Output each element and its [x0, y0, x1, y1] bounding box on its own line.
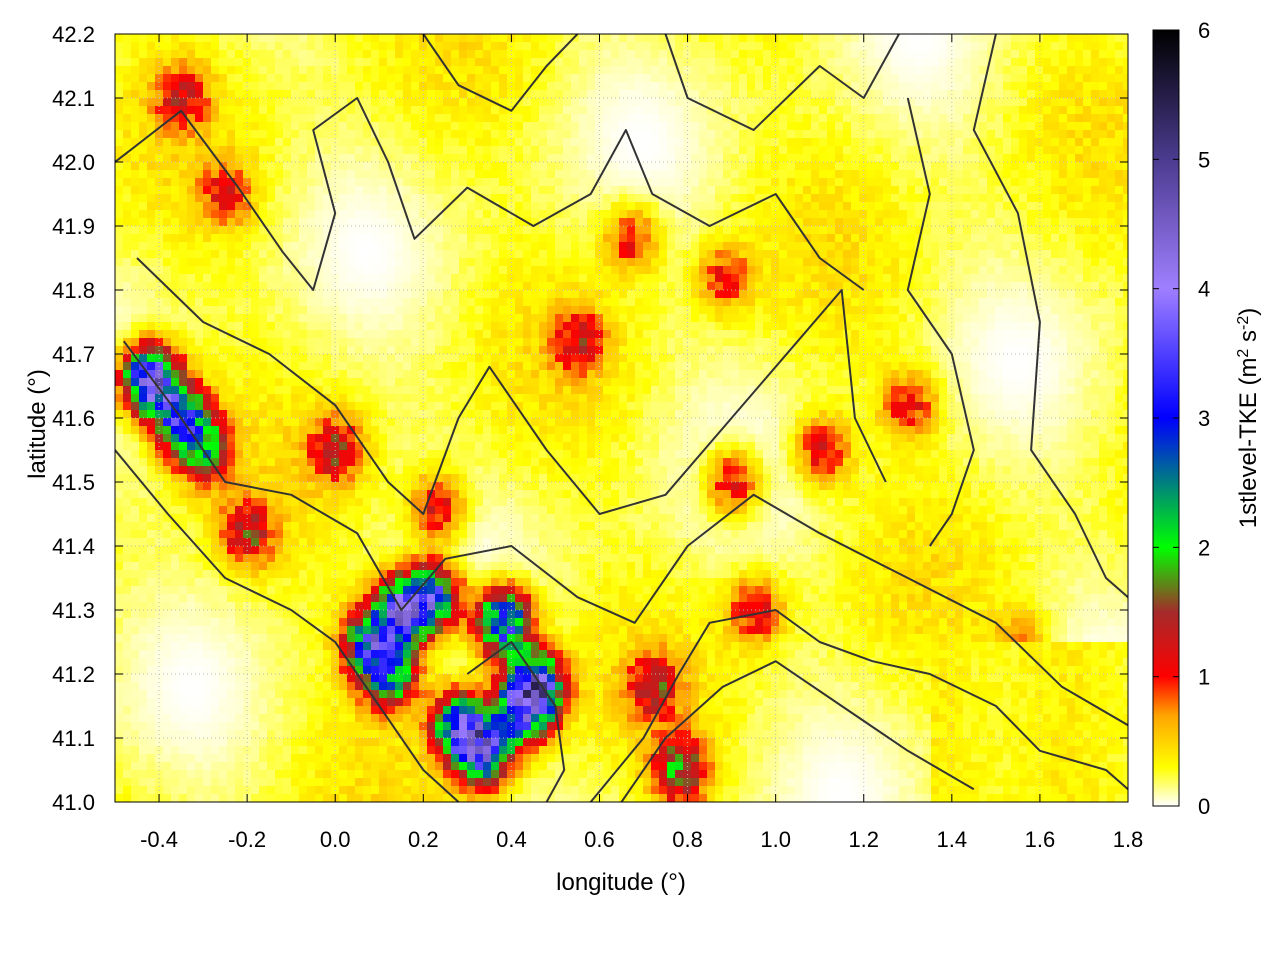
colorbar-title: 1stlevel-TKE (m2 s-2) [1235, 308, 1263, 529]
colorbar-title-sup2: -2 [1235, 316, 1252, 330]
x-tick-label: 0.0 [320, 827, 351, 852]
x-tick-label: 1.4 [937, 827, 968, 852]
x-tick-label: 1.8 [1113, 827, 1144, 852]
contour-line [664, 34, 900, 131]
y-tick-label: 41.9 [52, 214, 95, 239]
y-tick-label: 42.0 [52, 150, 95, 175]
x-tick-label: 0.6 [584, 827, 615, 852]
x-tick-label: 1.2 [848, 827, 879, 852]
colorbar-title-mid: s [1235, 330, 1262, 349]
colorbar-title-main: 1stlevel-TKE (m [1235, 358, 1262, 529]
contour-line [136, 257, 887, 515]
y-tick-label: 41.5 [52, 470, 95, 495]
plot-area [114, 33, 1129, 803]
contour-line [115, 97, 865, 291]
contour-line [972, 34, 1128, 598]
colorbar-tick-label: 4 [1198, 277, 1210, 302]
x-tick-label: 1.0 [760, 827, 791, 852]
colorbar-title-end: ) [1235, 308, 1262, 316]
y-axis-title: latitude (°) [24, 369, 51, 479]
y-tick-label: 42.2 [52, 22, 95, 47]
y-tick-label: 41.0 [52, 790, 95, 815]
y-tick-label: 41.6 [52, 406, 95, 431]
x-axis: -0.4 -0.2 0.0 0.2 0.4 0.6 0.8 1.0 1.2 1.4 1.6 1.8 [140, 34, 1143, 852]
colorbar-ticks: 0 1 2 3 4 5 6 [1153, 18, 1210, 819]
y-tick-label: 41.3 [52, 598, 95, 623]
contour-line [422, 34, 579, 112]
y-axis: 41.0 41.1 41.2 41.3 41.4 41.5 41.6 41.7 41.8 41.9… [52, 22, 1128, 815]
x-tick-label: 0.2 [408, 827, 439, 852]
x-tick-label: -0.4 [140, 827, 178, 852]
x-tick-label: 0.4 [496, 827, 527, 852]
colorbar-tick-label: 3 [1198, 406, 1210, 431]
y-tick-label: 41.7 [52, 342, 95, 367]
y-tick-label: 41.8 [52, 278, 95, 303]
contour-line [906, 97, 975, 547]
terrain-contours [115, 34, 1128, 802]
tke-field [115, 34, 1128, 802]
colorbar-tick-label: 2 [1198, 535, 1210, 560]
x-tick-label: -0.2 [228, 827, 266, 852]
colorbar-tick-label: 5 [1198, 147, 1210, 172]
colorbar-tick-label: 0 [1198, 794, 1210, 819]
y-tick-label: 42.1 [52, 86, 95, 111]
y-tick-label: 41.2 [52, 662, 95, 687]
colorbar-tick-label: 6 [1198, 18, 1210, 43]
x-tick-label: 1.6 [1025, 827, 1056, 852]
y-tick-label: 41.4 [52, 534, 95, 559]
contour-line [122, 340, 1128, 727]
contour-line [115, 449, 460, 802]
contour-line [620, 660, 975, 802]
grid-lines [115, 33, 1129, 803]
contour-line [466, 641, 566, 802]
y-tick-label: 41.1 [52, 726, 95, 751]
x-tick-label: 0.8 [672, 827, 703, 852]
colorbar-tick-label: 1 [1198, 665, 1210, 690]
colorbar-title-sup1: 2 [1235, 349, 1252, 358]
x-axis-title: longitude (°) [556, 869, 686, 896]
contour-line [589, 609, 1128, 802]
